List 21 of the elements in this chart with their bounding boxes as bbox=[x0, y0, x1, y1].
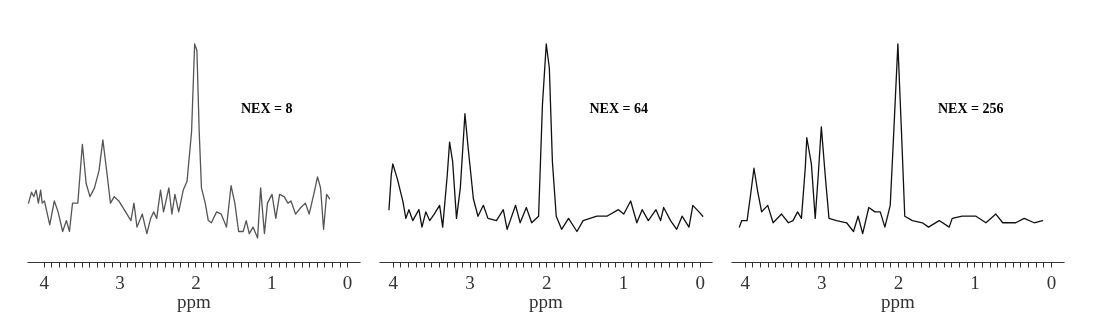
x-tick-label: 0 bbox=[1046, 271, 1057, 293]
x-axis-title: ppm bbox=[881, 290, 916, 312]
x-axis-title: ppm bbox=[529, 290, 564, 312]
x-tick-label: 2 bbox=[542, 271, 552, 293]
annotation: NEX = 64 bbox=[589, 101, 649, 116]
x-tick-label: 0 bbox=[342, 271, 353, 293]
x-tick-label: 3 bbox=[817, 271, 827, 293]
annotation: NEX = 8 bbox=[240, 101, 293, 116]
x-tick-label: 4 bbox=[388, 271, 399, 293]
x-tick-label: 4 bbox=[740, 271, 751, 293]
x-tick-label: 3 bbox=[115, 271, 125, 293]
x-tick-label: 1 bbox=[267, 271, 277, 293]
x-axis-title: ppm bbox=[177, 290, 212, 312]
x-tick-label: 1 bbox=[618, 271, 629, 293]
annotation: NEX = 256 bbox=[937, 101, 1004, 116]
x-tick-label: 3 bbox=[465, 271, 475, 293]
x-tick-label: 0 bbox=[695, 271, 705, 293]
x-tick-label: 1 bbox=[970, 271, 980, 293]
x-tick-label: 2 bbox=[191, 271, 201, 293]
x-tick-label: 4 bbox=[39, 271, 50, 293]
x-tick-label: 2 bbox=[893, 271, 904, 293]
